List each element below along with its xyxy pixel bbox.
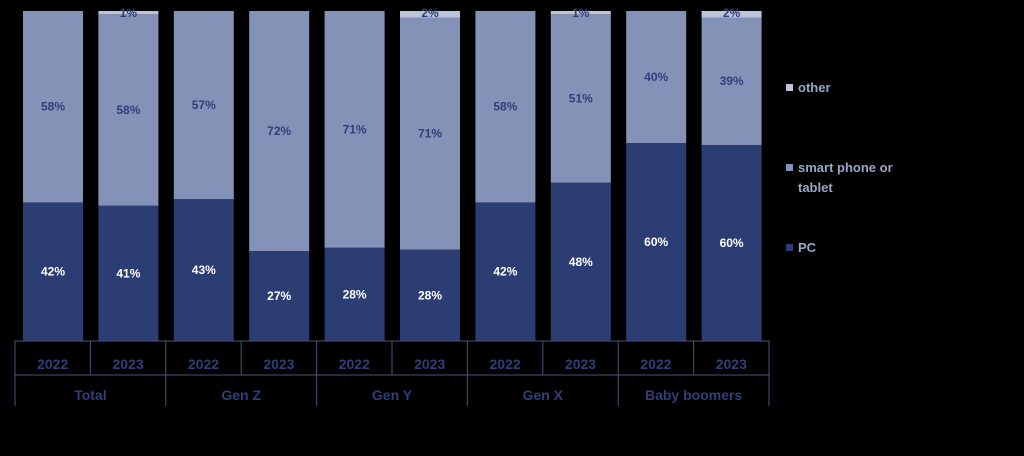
bar-segment-PC-4 — [324, 247, 385, 341]
legend-label-smartphone-line2: tablet — [798, 180, 833, 195]
group-label: Gen Y — [372, 387, 413, 403]
data-label: 71% — [418, 127, 442, 141]
legend-item-smartphone: smart phone or tablet — [786, 158, 946, 198]
legend-label-pc: PC — [798, 240, 817, 255]
legend-swatch-other — [786, 84, 793, 92]
bar-segment-smart-phone-or-tablet-9 — [701, 17, 762, 145]
data-label: 58% — [493, 100, 517, 114]
x-tick-label: 2022 — [640, 356, 671, 372]
bar-segment-other-1 — [98, 11, 159, 15]
bar-segment-PC-0 — [23, 202, 83, 341]
bar-segment-PC-5 — [400, 249, 460, 341]
data-label: 43% — [192, 263, 216, 277]
group-label: Gen X — [523, 387, 564, 403]
group-label: Gen Z — [221, 387, 261, 403]
bar-segment-other-9 — [701, 11, 762, 18]
x-tick-label: 2023 — [716, 356, 747, 372]
x-tick-label: 2022 — [37, 356, 68, 372]
data-label: 58% — [116, 103, 140, 117]
bar-segment-smart-phone-or-tablet-4 — [324, 11, 385, 248]
x-tick-label: 2023 — [113, 356, 144, 372]
bar-segment-smart-phone-or-tablet-6 — [475, 11, 536, 203]
bar-segment-PC-1 — [98, 205, 159, 341]
data-label: 60% — [720, 236, 744, 250]
data-label: 1% — [572, 6, 590, 20]
data-label: 72% — [267, 124, 291, 138]
bar-segment-smart-phone-or-tablet-2 — [173, 11, 234, 200]
legend-swatch-pc — [786, 244, 793, 252]
bar-segment-PC-8 — [626, 143, 687, 341]
bar-segment-PC-3 — [249, 251, 310, 341]
data-label: 71% — [343, 122, 367, 136]
data-label: 60% — [644, 235, 668, 249]
x-tick-label: 2023 — [565, 356, 596, 372]
legend-label-smartphone: smart phone or — [798, 160, 893, 175]
bar-segment-smart-phone-or-tablet-7 — [550, 14, 611, 183]
x-tick-label: 2023 — [263, 356, 294, 372]
data-label: 28% — [343, 287, 367, 301]
bar-segment-smart-phone-or-tablet-5 — [400, 17, 460, 250]
data-label: 40% — [644, 70, 668, 84]
data-label: 2% — [421, 6, 439, 20]
legend-swatch-smartphone — [786, 164, 793, 172]
x-tick-label: 2022 — [188, 356, 219, 372]
group-label: Baby boomers — [645, 387, 742, 403]
data-label: 2% — [723, 6, 741, 20]
data-label: 51% — [569, 91, 593, 105]
bar-segment-smart-phone-or-tablet-1 — [98, 14, 159, 206]
data-label: 41% — [116, 266, 140, 280]
bar-segment-smart-phone-or-tablet-3 — [249, 11, 310, 251]
data-label: 42% — [493, 265, 517, 279]
bar-segment-smart-phone-or-tablet-0 — [23, 11, 83, 203]
data-label: 1% — [120, 6, 138, 20]
bar-segment-smart-phone-or-tablet-8 — [626, 11, 687, 143]
x-tick-label: 2023 — [414, 356, 445, 372]
bar-segment-PC-2 — [173, 199, 234, 341]
bars-layer: 42% 58% 41% 58% 1% 43% 57% 27% 72% 28% 71% 28% 71% 2%… — [23, 6, 762, 341]
x-tick-label: 2022 — [490, 356, 521, 372]
bar-segment-other-5 — [400, 11, 460, 18]
data-label: 27% — [267, 289, 291, 303]
legend-item-pc: PC — [786, 238, 946, 258]
group-label: Total — [74, 387, 106, 403]
x-tick-label: 2022 — [339, 356, 370, 372]
data-label: 28% — [418, 288, 442, 302]
data-label: 42% — [41, 265, 65, 279]
bar-segment-PC-9 — [701, 144, 762, 341]
bar-segment-PC-7 — [550, 182, 611, 341]
bar-segment-other-7 — [550, 11, 611, 15]
legend-label-other: other — [798, 80, 831, 95]
data-label: 58% — [41, 100, 65, 114]
legend-item-other: other — [786, 78, 946, 98]
data-label: 57% — [192, 98, 216, 112]
data-label: 39% — [720, 74, 744, 88]
category-axis: 2022 2023 2022 2023 2022 2023 2022 2023 2022 2023… — [14, 340, 770, 406]
data-label: 48% — [569, 255, 593, 269]
bar-segment-PC-6 — [475, 202, 536, 341]
